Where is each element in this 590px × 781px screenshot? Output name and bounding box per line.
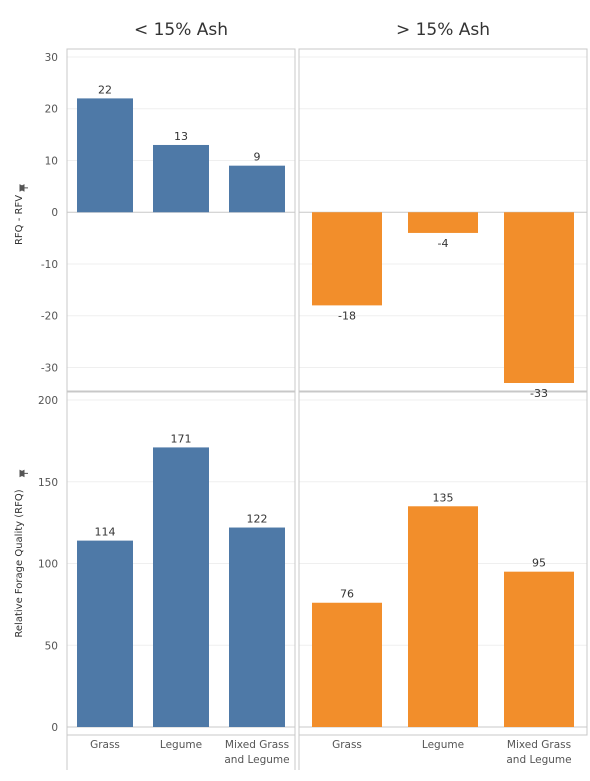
data-label: -33 bbox=[530, 387, 548, 400]
bar bbox=[312, 602, 382, 727]
panel-border bbox=[66, 48, 296, 392]
bar bbox=[504, 212, 574, 383]
category-label: Legume bbox=[422, 739, 464, 751]
category-label: Grass bbox=[332, 739, 362, 751]
data-label: -18 bbox=[338, 309, 356, 322]
y-axis-title: RFQ - RFV bbox=[14, 195, 25, 245]
bar bbox=[504, 571, 574, 727]
data-label: 13 bbox=[174, 130, 188, 143]
y-tick-label: 50 bbox=[45, 640, 58, 652]
y-tick-label: 30 bbox=[45, 52, 58, 64]
data-label: 114 bbox=[95, 526, 116, 539]
y-tick-label: 10 bbox=[45, 155, 58, 167]
panel-border bbox=[66, 391, 296, 736]
y-tick-label: -30 bbox=[41, 362, 58, 374]
category-label: Mixed Grass bbox=[507, 739, 571, 751]
y-tick-label: 0 bbox=[51, 722, 58, 734]
category-label: and Legume bbox=[506, 754, 571, 766]
category-label: Mixed Grass bbox=[225, 739, 289, 751]
bar bbox=[408, 212, 478, 233]
bar bbox=[77, 98, 133, 213]
bar bbox=[153, 144, 209, 213]
bar bbox=[312, 212, 382, 306]
data-label: 95 bbox=[532, 557, 546, 570]
category-label: Legume bbox=[160, 739, 202, 751]
pin-icon-shape bbox=[19, 184, 28, 192]
bars bbox=[77, 98, 574, 727]
bar bbox=[229, 527, 285, 727]
pin-icon bbox=[19, 184, 28, 192]
column-header: > 15% Ash bbox=[396, 20, 490, 40]
column-header: < 15% Ash bbox=[134, 20, 228, 40]
y-tick-label: 200 bbox=[38, 395, 58, 407]
bar bbox=[229, 165, 285, 213]
y-tick-label: 100 bbox=[38, 559, 58, 571]
y-tick-label: 0 bbox=[51, 207, 58, 219]
data-label: -4 bbox=[438, 237, 449, 250]
y-tick-label: -20 bbox=[41, 311, 58, 323]
y-tick-label: -10 bbox=[41, 259, 58, 271]
panel-border bbox=[298, 391, 588, 736]
data-label: 122 bbox=[247, 513, 268, 526]
data-label: 76 bbox=[340, 588, 354, 601]
bar bbox=[153, 447, 209, 727]
bar bbox=[77, 540, 133, 727]
category-label: and Legume bbox=[224, 754, 289, 766]
y-tick-label: 150 bbox=[38, 477, 58, 489]
y-tick-label: 20 bbox=[45, 104, 58, 116]
data-label: 135 bbox=[433, 491, 454, 504]
bar bbox=[408, 506, 478, 727]
panel-borders bbox=[66, 48, 588, 770]
y-axis-title: Relative Forage Quality (RFQ) bbox=[14, 489, 25, 637]
pin-icon bbox=[19, 469, 28, 478]
labels: < 15% Ash > 15% Ash -30 -20 -10 0 10 20 30 RFQ - … bbox=[14, 20, 572, 766]
data-label: 9 bbox=[254, 151, 261, 164]
data-label: 171 bbox=[171, 432, 192, 445]
data-label: 22 bbox=[98, 83, 112, 96]
panel-border bbox=[298, 48, 588, 392]
category-label: Grass bbox=[90, 739, 120, 751]
pin-icon-shape bbox=[19, 469, 28, 478]
